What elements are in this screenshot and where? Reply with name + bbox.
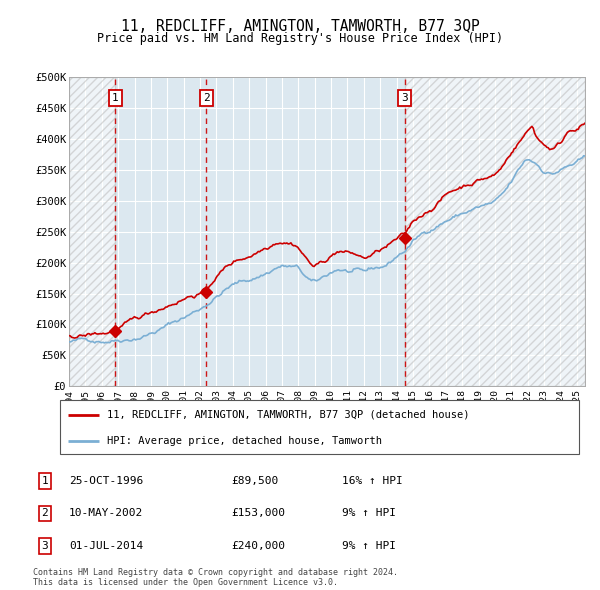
Text: HPI: Average price, detached house, Tamworth: HPI: Average price, detached house, Tamw… <box>107 436 382 445</box>
Text: 9% ↑ HPI: 9% ↑ HPI <box>342 509 396 518</box>
Text: 11, REDCLIFF, AMINGTON, TAMWORTH, B77 3QP (detached house): 11, REDCLIFF, AMINGTON, TAMWORTH, B77 3Q… <box>107 409 469 419</box>
Text: 2: 2 <box>203 93 209 103</box>
Text: £89,500: £89,500 <box>231 476 278 486</box>
Text: Contains HM Land Registry data © Crown copyright and database right 2024.
This d: Contains HM Land Registry data © Crown c… <box>33 568 398 587</box>
FancyBboxPatch shape <box>60 400 579 454</box>
Text: 25-OCT-1996: 25-OCT-1996 <box>69 476 143 486</box>
Text: 11, REDCLIFF, AMINGTON, TAMWORTH, B77 3QP: 11, REDCLIFF, AMINGTON, TAMWORTH, B77 3Q… <box>121 19 479 34</box>
Text: 9% ↑ HPI: 9% ↑ HPI <box>342 541 396 550</box>
Text: 3: 3 <box>41 541 49 550</box>
Bar <box>69 77 115 386</box>
Text: Price paid vs. HM Land Registry's House Price Index (HPI): Price paid vs. HM Land Registry's House … <box>97 32 503 45</box>
Text: 1: 1 <box>41 476 49 486</box>
Text: 01-JUL-2014: 01-JUL-2014 <box>69 541 143 550</box>
Text: 2: 2 <box>41 509 49 518</box>
Text: £153,000: £153,000 <box>231 509 285 518</box>
Text: 16% ↑ HPI: 16% ↑ HPI <box>342 476 403 486</box>
Text: £240,000: £240,000 <box>231 541 285 550</box>
Text: 10-MAY-2002: 10-MAY-2002 <box>69 509 143 518</box>
Bar <box>405 77 585 386</box>
Text: 1: 1 <box>112 93 119 103</box>
Text: 3: 3 <box>401 93 408 103</box>
